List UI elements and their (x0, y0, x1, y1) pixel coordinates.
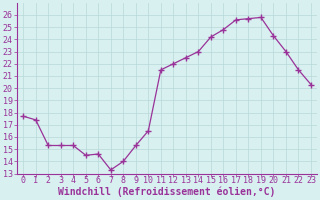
X-axis label: Windchill (Refroidissement éolien,°C): Windchill (Refroidissement éolien,°C) (58, 187, 276, 197)
